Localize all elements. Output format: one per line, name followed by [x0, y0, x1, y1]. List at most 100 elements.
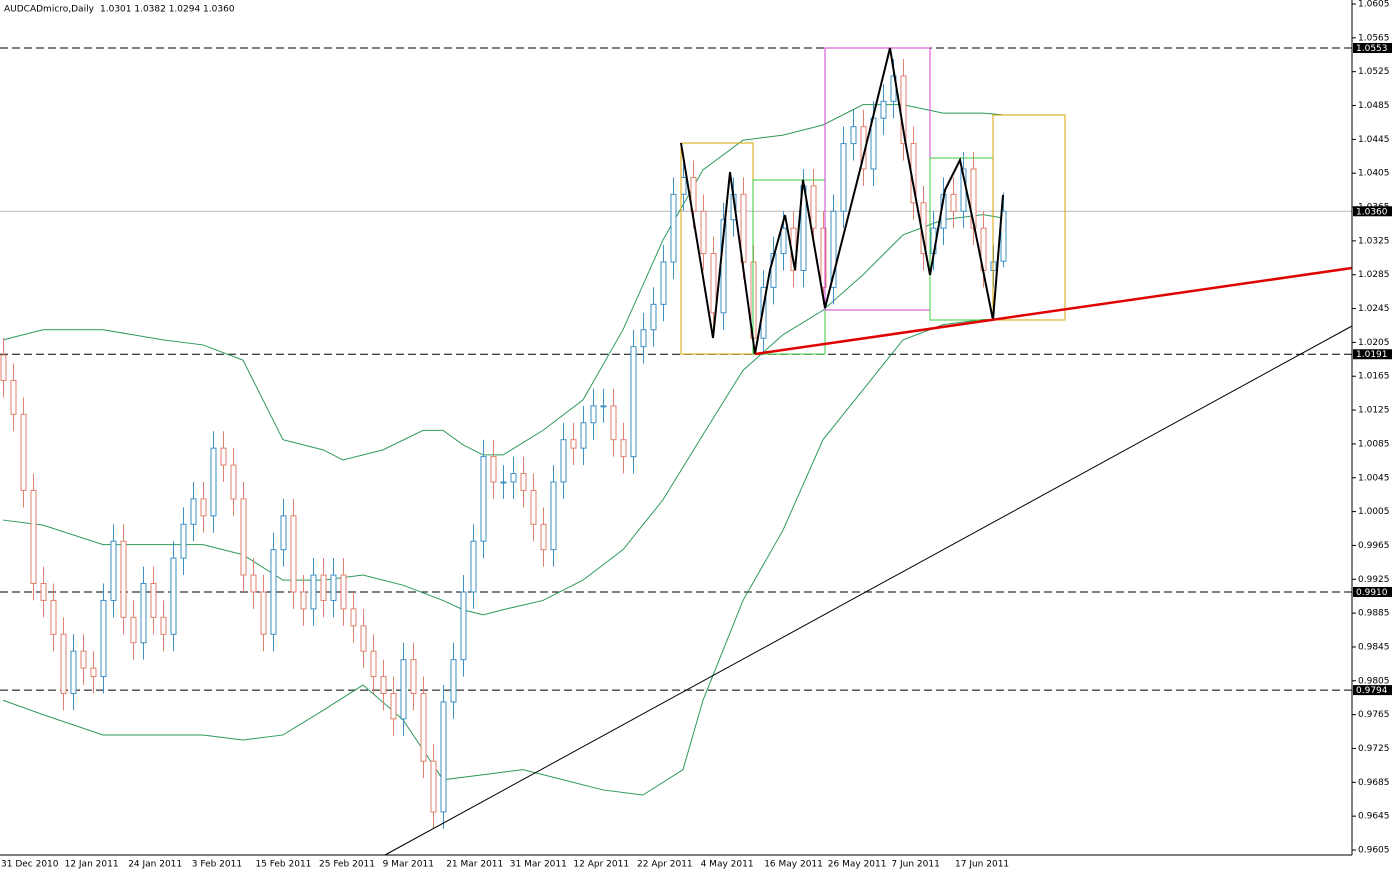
y-tick-label: 0.9725 — [1358, 744, 1390, 754]
candle-body — [820, 227, 827, 288]
candle-body — [380, 676, 387, 694]
candle-body — [630, 346, 637, 458]
candle-body — [270, 549, 277, 635]
candle-body — [610, 405, 617, 441]
drawings — [384, 47, 1353, 856]
candle-body — [550, 481, 557, 551]
x-tick-label: 31 Dec 2010 — [1, 860, 59, 870]
x-tick-label: 21 Mar 2011 — [446, 860, 503, 870]
candle-body — [880, 100, 887, 119]
x-tick-label: 17 Jun 2011 — [955, 860, 1009, 870]
level-label-box — [1353, 349, 1392, 360]
candle-body — [740, 193, 747, 263]
candle-body — [370, 650, 377, 678]
candle-body — [710, 253, 717, 314]
candle-body — [950, 193, 957, 212]
y-tick-label: 0.9805 — [1358, 676, 1390, 686]
candle-body — [310, 574, 317, 610]
candle-body — [410, 659, 417, 694]
y-tick-label: 1.0525 — [1358, 67, 1390, 77]
candle-body — [400, 659, 407, 720]
y-tick-label: 1.0085 — [1358, 439, 1390, 449]
y-tick-label: 1.0445 — [1358, 135, 1390, 145]
y-tick-label: 0.9685 — [1358, 778, 1390, 788]
y-tick-label: 0.9645 — [1358, 812, 1390, 822]
candle-body — [430, 760, 437, 813]
y-tick-label: 1.0405 — [1358, 169, 1390, 179]
candle-body — [420, 692, 427, 762]
candle-body — [90, 667, 97, 678]
band-line — [2, 319, 1003, 796]
candle-body — [170, 557, 177, 635]
trend-line — [754, 266, 1353, 356]
x-tick-label: 24 Jan 2011 — [128, 860, 182, 870]
candle-body — [600, 405, 607, 408]
candle-body — [620, 439, 627, 458]
y-tick-label: 1.0485 — [1358, 101, 1390, 111]
candle-body — [140, 583, 147, 644]
trend-line — [384, 325, 1353, 856]
symbol: AUDCADmicro,Daily — [4, 5, 95, 15]
x-tick-label: 7 Jun 2011 — [891, 860, 939, 870]
y-tick-label: 1.0005 — [1358, 507, 1390, 517]
candle-body — [840, 143, 847, 212]
candle-body — [690, 176, 697, 212]
candle-body — [670, 193, 677, 263]
candle-body — [1000, 210, 1007, 262]
y-tick-label: 1.0205 — [1358, 338, 1390, 348]
y-tick-label: 1.0245 — [1358, 304, 1390, 314]
candle-body — [540, 523, 547, 551]
candle-body — [70, 650, 77, 694]
candle-body — [150, 583, 157, 618]
candle-body — [640, 329, 647, 348]
candle-body — [530, 489, 537, 525]
candle-body — [460, 591, 467, 661]
candle-body — [230, 464, 237, 500]
candle-body — [320, 574, 327, 601]
candle-body — [10, 379, 17, 415]
candle-body — [210, 447, 217, 517]
candle-body — [300, 591, 307, 610]
candle-body — [160, 616, 167, 635]
candle-body — [220, 447, 227, 466]
candle-body — [390, 692, 397, 720]
y-tick-label: 1.0565 — [1358, 33, 1390, 43]
candle-body — [560, 439, 567, 483]
candle-body — [190, 498, 197, 525]
candle-body — [100, 599, 107, 678]
candle-body — [340, 574, 347, 610]
candle-body — [130, 616, 137, 644]
x-tick-label: 9 Mar 2011 — [383, 860, 434, 870]
candle-body — [580, 422, 587, 449]
candle-body — [350, 608, 357, 627]
candle-body — [650, 303, 657, 331]
x-tick-label: 12 Jan 2011 — [65, 860, 119, 870]
quote: 1.0301 1.0382 1.0294 1.0360 — [100, 5, 235, 15]
candle-body — [0, 354, 7, 381]
x-tick-label: 31 Mar 2011 — [510, 860, 567, 870]
candle-body — [970, 168, 977, 229]
candle-body — [570, 439, 577, 449]
y-tick-label: 1.0165 — [1358, 372, 1390, 382]
candle-body — [810, 185, 817, 229]
level-label: 1.0360 — [1356, 207, 1388, 217]
y-tick-label: 1.0045 — [1358, 473, 1390, 483]
candle-body — [480, 456, 487, 542]
y-tick-label: 1.0605 — [1358, 0, 1390, 10]
candle-body — [60, 633, 67, 694]
candle-body — [30, 489, 37, 585]
candle-body — [490, 456, 497, 483]
x-tick-label: 22 Apr 2011 — [637, 860, 693, 870]
candle-body — [660, 261, 667, 305]
candle-body — [680, 176, 687, 195]
candle-body — [440, 701, 447, 813]
x-tick-label: 15 Feb 2011 — [255, 860, 311, 870]
candle-body — [20, 413, 27, 491]
y-tick-label: 0.9965 — [1358, 541, 1390, 551]
candle-body — [470, 540, 477, 593]
x-tick-label: 16 May 2011 — [764, 860, 823, 870]
candle-body — [360, 625, 367, 652]
candle-body — [260, 591, 267, 635]
